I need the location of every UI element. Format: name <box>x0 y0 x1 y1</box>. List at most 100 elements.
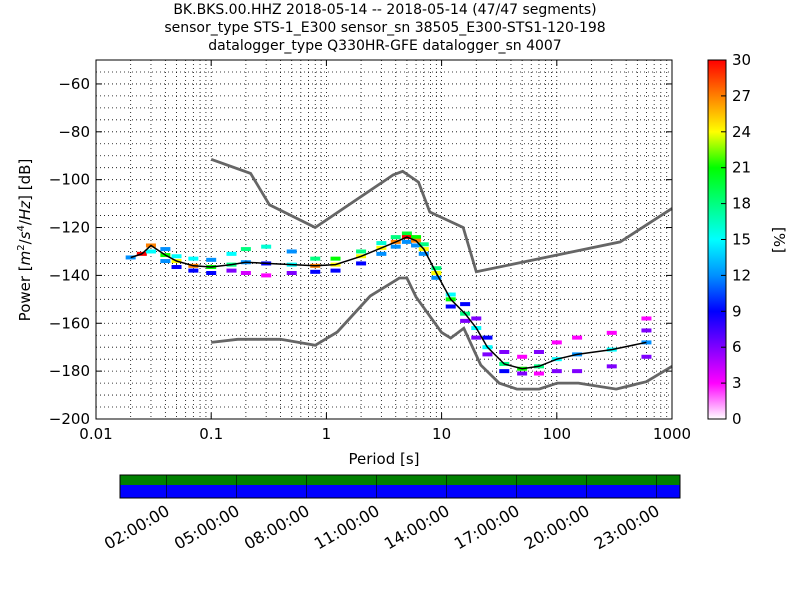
ppsd-cell <box>418 251 429 256</box>
x-axis-ticks: 0.01 0.1 1 10 100 1000 <box>79 60 691 443</box>
ppsd-cell <box>145 249 156 254</box>
y-tick-label: −100 <box>49 171 90 189</box>
plot-frame <box>95 59 673 420</box>
ppsd-cell <box>226 251 237 256</box>
x-tick-label: 10 <box>432 425 451 443</box>
y-tick-label: −120 <box>49 219 90 237</box>
timeline-tick-label: 23:00:00 <box>591 501 663 553</box>
ppsd-cell <box>411 243 422 248</box>
ppsd-cell <box>390 235 401 240</box>
ppsd-cell <box>641 316 652 321</box>
ppsd-cell <box>330 256 341 261</box>
ppsd-cell <box>188 268 199 273</box>
ppsd-cell <box>261 244 272 249</box>
colorbar-tick-label: 15 <box>732 231 751 249</box>
ppsd-cell <box>471 335 482 340</box>
ppsd-cell <box>330 268 341 273</box>
timeline-tick-label: 20:00:00 <box>521 501 593 553</box>
ppsd-cell <box>401 239 412 244</box>
ppsd-cell <box>206 271 217 276</box>
ppsd-cell <box>286 249 297 254</box>
ppsd-mode-line <box>130 236 647 370</box>
ppsd-cell <box>356 261 367 266</box>
ppsd-cell <box>171 254 182 259</box>
timeline-tick-label: 11:00:00 <box>311 501 383 553</box>
ppsd-cell <box>517 354 528 359</box>
nlnm-line <box>211 276 673 391</box>
ppsd-cell <box>240 271 251 276</box>
colorbar-tick-label: 9 <box>732 302 742 320</box>
x-tick-label: 100 <box>542 425 571 443</box>
ppsd-cell <box>460 318 471 323</box>
ppsd-cell <box>401 231 412 236</box>
ppsd-cell <box>572 369 583 374</box>
timeline-bottom-band <box>120 485 680 498</box>
ppsd-cell <box>160 259 171 264</box>
ppsd-cell <box>206 257 217 262</box>
colorbar-label: [%] <box>770 227 788 253</box>
timeline-tick-label: 17:00:00 <box>451 501 523 553</box>
ppsd-cell <box>606 330 617 335</box>
ppsd-cell <box>261 273 272 278</box>
x-axis-label: Period [s] <box>348 450 419 468</box>
timeline-tick-label: 08:00:00 <box>241 501 313 553</box>
ppsd-cell <box>431 275 442 280</box>
ppsd-cell <box>551 369 562 374</box>
x-tick-label: 0.01 <box>79 425 112 443</box>
y-axis-ticks: −60 −80 −100 −120 −140 −160 −180 −200 <box>49 75 672 428</box>
y-tick-label: −180 <box>49 362 90 380</box>
ppsd-cell <box>160 247 171 252</box>
ppsd-cell <box>445 304 456 309</box>
ppsd-cell <box>606 364 617 369</box>
ppsd-cell <box>356 249 367 254</box>
ppsd-cell <box>125 255 136 260</box>
colorbar-tick-label: 30 <box>732 51 751 69</box>
colorbar-tick-label: 27 <box>732 87 751 105</box>
ppsd-cell <box>499 369 510 374</box>
colorbar-tick-label: 6 <box>732 338 742 356</box>
ppsd-cell <box>460 302 471 307</box>
ppsd-cell <box>418 242 429 247</box>
ppsd-cell <box>171 265 182 270</box>
colorbar-tick-label: 3 <box>732 374 742 392</box>
timeline-tick-label: 14:00:00 <box>381 501 453 553</box>
ppsd-cell <box>310 269 321 274</box>
ppsd-cell <box>482 335 493 340</box>
chart-title-line-3: datalogger_type Q330HR-GFE datalogger_sn… <box>208 38 562 54</box>
x-tick-label: 1000 <box>653 425 691 443</box>
y-tick-label: −80 <box>58 123 90 141</box>
chart-title-line-2: sensor_type STS-1_E300 sensor_sn 38505_E… <box>164 20 606 36</box>
ppsd-cell <box>376 251 387 256</box>
timeline-frame <box>119 474 681 499</box>
ppsd-cell <box>551 340 562 345</box>
ppsd-cell <box>445 292 456 297</box>
ppsd-cell <box>226 268 237 273</box>
ppsd-cell <box>517 371 528 376</box>
colorbar-ticks: 0 3 6 9 12 15 18 21 24 27 30 <box>721 51 751 428</box>
ppsd-cell <box>641 354 652 359</box>
nhnm-line <box>210 157 673 274</box>
ppsd-cell <box>641 340 652 345</box>
timeline-tick-label: 05:00:00 <box>171 501 243 553</box>
colorbar-tick-label: 18 <box>732 195 751 213</box>
ppsd-cell <box>376 241 387 246</box>
ppsd-cell <box>431 266 442 271</box>
ppsd-cell <box>499 349 510 354</box>
colorbar-tick-label: 24 <box>732 123 751 141</box>
y-tick-label: −160 <box>49 314 90 332</box>
timeline-top-band <box>120 475 680 485</box>
ppsd-cell <box>188 256 199 261</box>
ppsd-cell <box>533 349 544 354</box>
ppsd-cell <box>390 244 401 249</box>
timeline-tick-label: 02:00:00 <box>101 501 173 553</box>
ppsd-cell <box>641 328 652 333</box>
y-axis-label: Power [m2/s4/Hz] [dB] <box>16 159 34 322</box>
svg-text:Power [m2/s4/Hz] [dB]: Power [m2/s4/Hz] [dB] <box>16 159 34 322</box>
y-tick-label: −60 <box>58 75 90 93</box>
x-tick-label: 0.1 <box>199 425 223 443</box>
colorbar-tick-label: 0 <box>732 410 742 428</box>
chart-title-line-1: BK.BKS.00.HHZ 2018-05-14 -- 2018-05-14 (… <box>173 2 597 18</box>
colorbar-tick-label: 12 <box>732 266 751 284</box>
ppsd-cell <box>286 271 297 276</box>
